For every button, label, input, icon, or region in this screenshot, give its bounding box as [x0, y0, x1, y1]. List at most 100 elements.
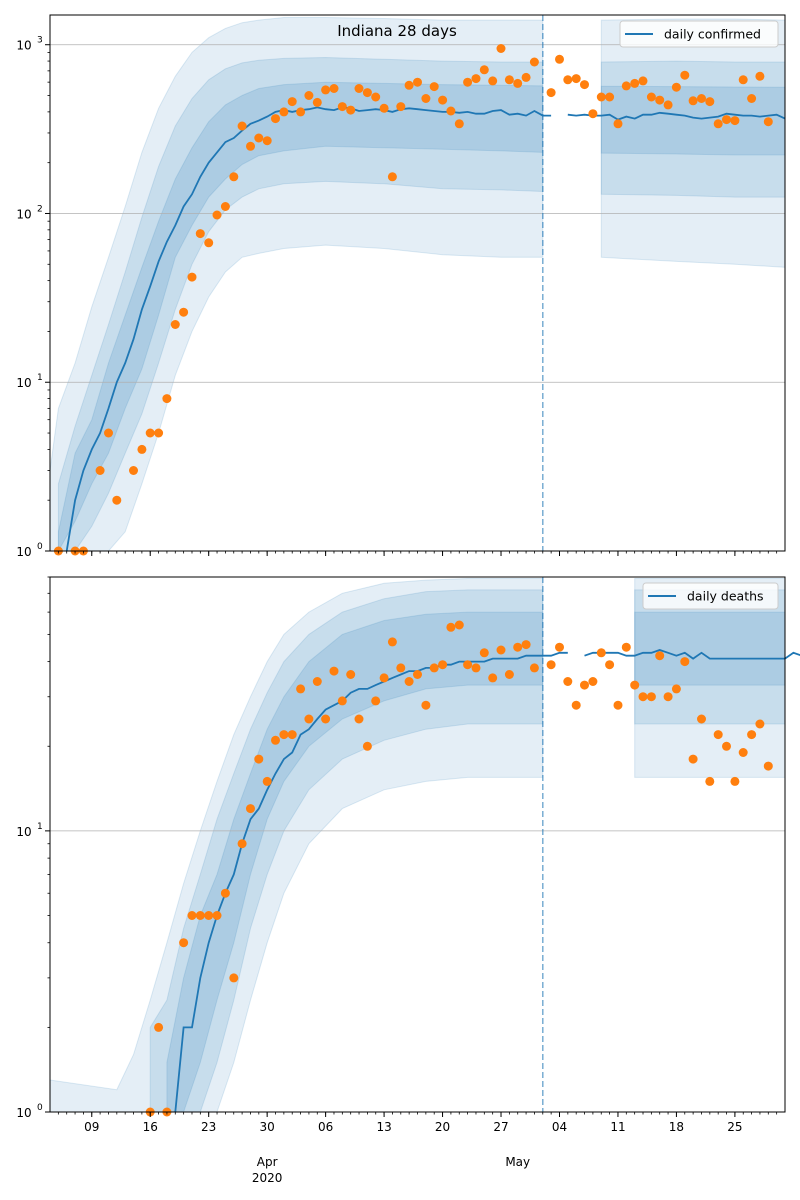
confirmed-data-point [555, 54, 564, 64]
deaths-data-point [463, 660, 473, 670]
confirmed-y-tick-exponent: 0 [37, 542, 43, 552]
deaths-data-point [546, 660, 556, 670]
confirmed-y-tick-exponent: 2 [37, 204, 43, 214]
confirmed-data-point [463, 77, 473, 87]
confirmed-data-point [738, 75, 748, 85]
deaths-data-point [337, 696, 347, 706]
deaths-panel: 10 0 10 1 09 16 23 30 06 13 20 27 04 11 18 25 daily de… [16, 576, 800, 1134]
deaths-data-point [229, 973, 239, 983]
deaths-data-point [705, 776, 715, 786]
x-year-label: 2020 [252, 1171, 283, 1185]
deaths-data-point [613, 700, 623, 710]
confirmed-data-point [312, 97, 322, 107]
confirmed-y-tick-label: 10 [16, 545, 31, 559]
deaths-data-point [429, 663, 439, 673]
deaths-data-point [454, 620, 464, 630]
confirmed-data-point [605, 92, 615, 102]
confirmed-y-tick-exponent: 1 [37, 373, 43, 383]
confirmed-legend: daily confirmed [619, 20, 779, 48]
confirmed-data-point [279, 107, 289, 117]
confirmed-data-point [296, 107, 306, 117]
confirmed-data-point [755, 71, 765, 81]
deaths-legend-label: daily deaths [687, 589, 764, 604]
confirmed-data-point [421, 94, 431, 103]
deaths-data-point [329, 666, 339, 676]
x-month-label: Apr [257, 1155, 278, 1169]
confirmed-data-point [304, 91, 314, 100]
confirmed-data-point [413, 77, 422, 87]
x-day-tick-label: 09 [84, 1120, 99, 1134]
deaths-data-point [446, 622, 456, 632]
confirmed-data-point [438, 95, 448, 105]
x-month-labels: Apr May 2020 [252, 1155, 530, 1185]
confirmed-data-point [145, 428, 155, 438]
confirmed-data-point [371, 92, 381, 102]
deaths-data-point [496, 645, 506, 655]
deaths-data-point [271, 735, 280, 745]
confirmed-data-point [237, 121, 247, 131]
confirmed-data-point [112, 495, 122, 505]
deaths-data-point [638, 692, 648, 702]
deaths-data-point [404, 677, 414, 686]
confirmed-data-point [162, 394, 172, 404]
deaths-data-point [287, 730, 297, 740]
confirmed-data-point [529, 57, 539, 67]
deaths-data-point [596, 648, 606, 658]
confirmed-data-point [95, 466, 105, 475]
deaths-data-point [529, 663, 539, 673]
confirmed-data-point [713, 119, 723, 129]
deaths-data-point [212, 911, 222, 920]
deaths-data-point [413, 670, 422, 679]
confirmed-median-line [65, 106, 786, 552]
x-day-tick-label: 13 [376, 1120, 391, 1134]
confirmed-data-point [671, 82, 681, 92]
deaths-data-point [663, 692, 673, 702]
deaths-data-point [279, 730, 289, 740]
x-day-tick-label: 11 [610, 1120, 625, 1134]
deaths-data-point [346, 670, 356, 679]
deaths-uncertainty-bands [49, 578, 786, 1113]
confirmed-data-point [329, 84, 339, 93]
x-day-tick-label: 06 [318, 1120, 333, 1134]
deaths-data-point [237, 839, 247, 849]
confirmed-data-point [471, 74, 481, 84]
confirmed-data-point [454, 119, 464, 129]
confirmed-data-point [321, 85, 331, 95]
confirmed-data-point [488, 76, 498, 86]
deaths-data-point [555, 642, 564, 652]
deaths-data-point [246, 804, 255, 814]
deaths-data-point [605, 660, 615, 670]
deaths-y-tick-exponent: 0 [37, 1103, 43, 1113]
confirmed-data-point [396, 102, 406, 112]
confirmed-median-segment [567, 111, 786, 121]
deaths-data-point [755, 719, 765, 729]
confirmed-data-point [638, 76, 648, 86]
confirmed-data-point [379, 103, 389, 113]
confirmed-data-point [129, 466, 138, 475]
deaths-data-point [471, 663, 481, 673]
confirmed-data-point [630, 78, 640, 88]
confirmed-data-point [212, 210, 222, 220]
deaths-data-point [680, 657, 690, 667]
deaths-data-point [571, 700, 581, 710]
deaths-data-point [504, 670, 514, 679]
deaths-data-point [738, 748, 748, 757]
confirmed-data-point [429, 82, 439, 92]
deaths-y-tick-label: 10 [16, 1106, 31, 1120]
chart-title: Indiana 28 days [337, 22, 457, 40]
x-day-tick-label: 30 [260, 1120, 275, 1134]
deaths-data-point [312, 677, 322, 686]
confirmed-x-axis [57, 551, 778, 556]
confirmed-data-point [688, 96, 698, 106]
deaths-median-segment [584, 649, 800, 660]
deaths-data-point [321, 714, 331, 724]
x-day-tick-label: 04 [552, 1120, 567, 1134]
x-day-tick-label: 16 [143, 1120, 158, 1134]
confirmed-data-point [346, 105, 356, 115]
deaths-legend-box [642, 582, 779, 610]
deaths-y-tick-exponent: 1 [37, 822, 43, 832]
confirmed-data-point [621, 81, 631, 91]
deaths-data-point [438, 660, 448, 670]
deaths-data-point [479, 648, 489, 658]
confirmed-band-outer-fit [49, 17, 544, 552]
